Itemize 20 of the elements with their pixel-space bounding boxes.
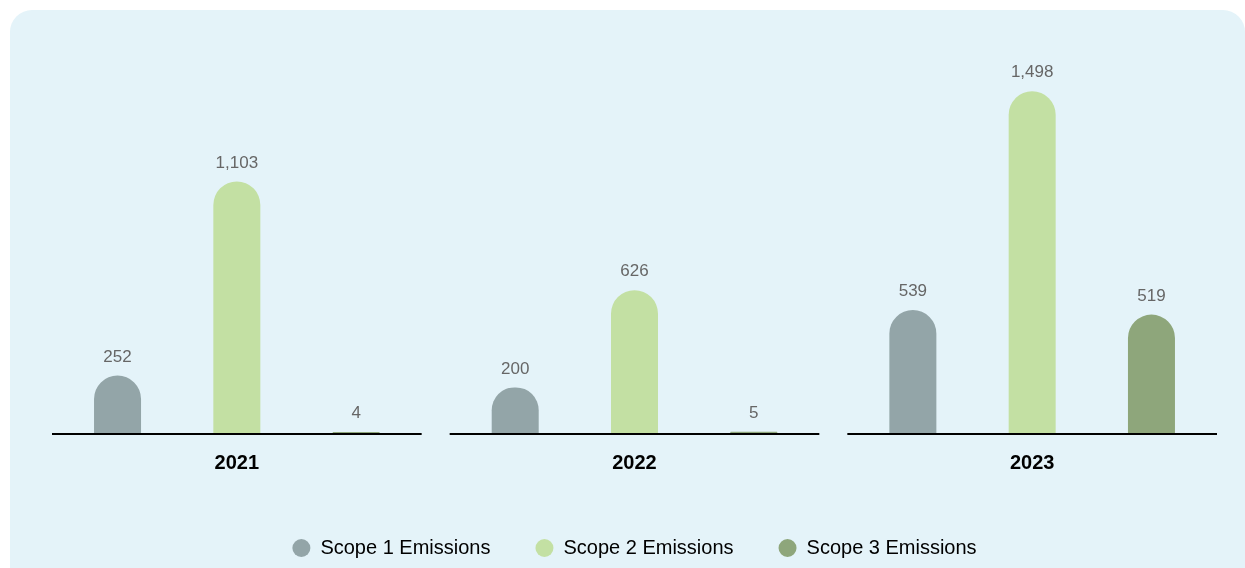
x-tick-label: 2021	[214, 450, 260, 473]
bar	[1008, 91, 1056, 433]
bar	[889, 310, 937, 433]
legend-label: Scope 2 Emissions	[563, 535, 734, 558]
data-label: 1,103	[215, 152, 259, 172]
legend-label: Scope 1 Emissions	[320, 535, 491, 558]
data-label: 626	[620, 261, 649, 281]
data-label: 252	[103, 346, 132, 366]
bar	[1127, 314, 1175, 433]
bar	[213, 181, 261, 433]
x-tick-label: 2022	[612, 450, 657, 473]
data-label: 200	[501, 358, 530, 378]
x-tick-label: 2023	[1009, 450, 1055, 473]
data-label: 519	[1137, 285, 1166, 305]
legend-label: Scope 3 Emissions	[806, 535, 977, 558]
data-label: 5	[749, 403, 759, 423]
data-label: 1,498	[1010, 62, 1054, 82]
data-label: 539	[898, 281, 928, 301]
data-label: 4	[351, 403, 361, 423]
bar	[611, 290, 658, 433]
